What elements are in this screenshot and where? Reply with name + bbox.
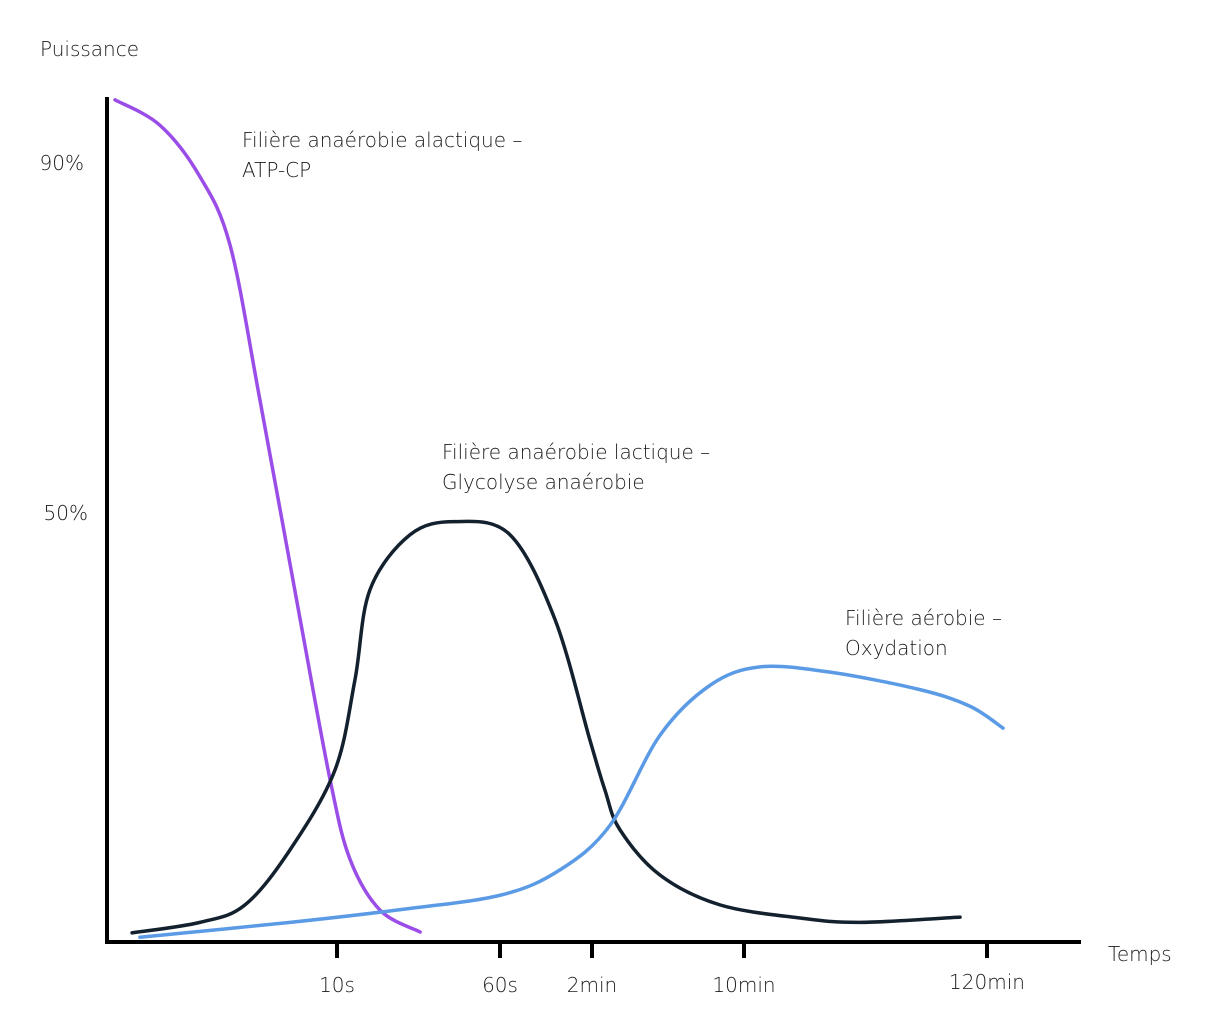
series-label-lactic-line2: Glycolyse anaérobie xyxy=(442,470,645,494)
x-tick-label: 10min xyxy=(712,973,775,997)
series-label-aerobic: Filière aérobie – Oxydation xyxy=(845,606,1002,660)
series-label-lactic-line1: Filière anaérobie lactique – xyxy=(442,440,710,464)
x-axis-label: Temps xyxy=(1108,942,1172,966)
y-axis-label: Puissance xyxy=(40,37,139,61)
series-line-alactic xyxy=(113,98,422,934)
x-tick-label: 10s xyxy=(319,973,355,997)
series-line-lactic xyxy=(130,519,962,935)
x-tick-label: 120min xyxy=(949,970,1025,994)
x-tick-label: 60s xyxy=(482,973,518,997)
series-label-lactic: Filière anaérobie lactique – Glycolyse an… xyxy=(442,440,710,494)
series-label-aerobic-line2: Oxydation xyxy=(845,636,948,660)
series-line-aerobic xyxy=(138,664,1005,939)
series-label-alactic-line1: Filière anaérobie alactique – xyxy=(242,128,522,152)
x-tick-label: 2min xyxy=(567,973,617,997)
series-label-alactic: Filière anaérobie alactique – ATP-CP xyxy=(242,128,522,182)
y-tick-label-90: 90% xyxy=(40,151,84,175)
series-label-aerobic-line1: Filière aérobie – xyxy=(845,606,1002,630)
series-label-alactic-line2: ATP-CP xyxy=(242,158,311,182)
y-tick-label-50: 50% xyxy=(44,501,88,525)
